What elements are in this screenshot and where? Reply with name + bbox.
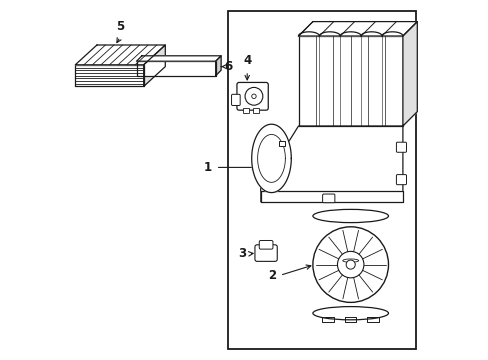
Text: 1: 1 bbox=[203, 161, 211, 174]
Circle shape bbox=[244, 87, 263, 105]
FancyBboxPatch shape bbox=[322, 194, 334, 203]
Polygon shape bbox=[402, 22, 416, 126]
Text: 4: 4 bbox=[243, 54, 251, 67]
FancyBboxPatch shape bbox=[259, 240, 272, 249]
Polygon shape bbox=[75, 45, 165, 65]
Text: 2: 2 bbox=[267, 269, 275, 282]
Polygon shape bbox=[298, 36, 402, 126]
Polygon shape bbox=[136, 61, 215, 76]
Text: 5: 5 bbox=[116, 21, 124, 33]
Circle shape bbox=[312, 227, 387, 302]
Polygon shape bbox=[260, 191, 402, 202]
Polygon shape bbox=[75, 65, 143, 86]
Polygon shape bbox=[298, 22, 416, 36]
FancyBboxPatch shape bbox=[396, 142, 406, 152]
FancyBboxPatch shape bbox=[237, 82, 268, 110]
Bar bbox=[228, 11, 415, 349]
Polygon shape bbox=[251, 124, 291, 193]
Polygon shape bbox=[143, 45, 165, 86]
Polygon shape bbox=[366, 317, 379, 322]
Text: 6: 6 bbox=[224, 60, 232, 73]
Ellipse shape bbox=[312, 210, 387, 222]
Polygon shape bbox=[321, 317, 334, 322]
Circle shape bbox=[251, 94, 256, 99]
Circle shape bbox=[346, 260, 354, 269]
Polygon shape bbox=[136, 56, 221, 61]
Polygon shape bbox=[260, 126, 402, 202]
FancyBboxPatch shape bbox=[252, 108, 259, 113]
Polygon shape bbox=[215, 56, 221, 76]
FancyBboxPatch shape bbox=[242, 108, 249, 113]
Ellipse shape bbox=[342, 259, 358, 262]
Polygon shape bbox=[345, 317, 355, 322]
Ellipse shape bbox=[312, 307, 387, 320]
FancyBboxPatch shape bbox=[231, 94, 240, 105]
Text: 3: 3 bbox=[237, 247, 245, 260]
FancyBboxPatch shape bbox=[278, 141, 285, 146]
Circle shape bbox=[337, 251, 363, 278]
FancyBboxPatch shape bbox=[254, 245, 277, 261]
FancyBboxPatch shape bbox=[396, 175, 406, 185]
